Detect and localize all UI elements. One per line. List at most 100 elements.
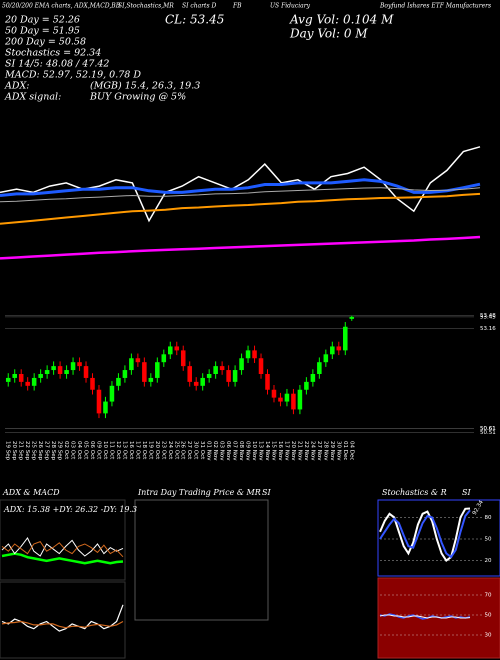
candle-body [90,377,95,390]
x-tick-label: 15 Nov [270,441,276,461]
x-tick-label: 06 Oct [89,441,95,460]
stochastics-frame [377,499,500,577]
x-tick-label: 02 Oct [63,441,69,460]
candle-body [349,316,355,319]
x-tick-label: 27 Nov [316,441,322,461]
candle-body [278,397,283,402]
legend-text: BUY Growing @ 5% [89,92,186,103]
x-tick-label: 14 Nov [264,441,270,461]
adx-frame [0,499,126,581]
legend-text: ADX: [4,81,29,92]
series-line [0,178,481,197]
x-tick-label: 20 Oct [154,441,160,460]
x-tick-label: 13 Oct [121,441,127,460]
x-tick-label: 20 Nov [290,441,296,461]
x-tick-label: 07 Nov [232,441,238,461]
series-line [1,552,124,565]
series-line [0,192,481,225]
panel-title: SI [262,488,271,497]
x-tick-label: 27 Sep [44,441,50,461]
day-volume: Day Vol: 0 M [289,27,368,41]
y-tick-label: 53.16 [480,326,496,332]
candle-body [284,393,290,402]
x-tick-label: 20 Sep [11,441,17,461]
x-tick-label: 01 Dec [342,441,348,460]
avg-volume: Avg Vol: 0.104 M [289,13,394,27]
candle-body [57,366,63,374]
candle-body [336,346,342,351]
candle-body [291,393,296,410]
panel-title: ADX & MACD [2,488,60,497]
candle-body [129,358,134,371]
x-tick-label: 09 Oct [95,441,101,460]
legend-text: 20 Day = 52.26 [4,15,80,26]
series-line [0,235,481,260]
candle-body [174,346,180,351]
candle-body [109,385,115,402]
x-tick-label: 19 Oct [147,441,153,460]
x-tick-label: 26 Sep [37,441,43,461]
legend-text: SI 14/5: 48.08 / 47.42 [5,59,109,70]
candle-body [258,358,264,374]
x-tick-label: 28 Nov [322,441,328,461]
x-tick-label: 08 Nov [238,441,244,461]
x-tick-label: 03 Oct [70,441,76,460]
candle-body [219,366,225,371]
macd-frame [0,581,126,659]
candle-body [83,366,89,378]
candle-body [304,381,309,390]
candle-body [161,354,167,363]
close-label: CL: 53.45 [165,13,224,27]
y-tick-label: 50.51 [480,430,496,436]
x-tick-label: 19 Sep [5,441,11,461]
series-line [1,620,124,629]
y-tick-label: 50.61 [480,426,496,432]
candle-body [77,362,82,367]
header-text: SI charts D [182,3,216,10]
candle-body [51,366,56,371]
series-line [0,187,481,203]
x-tick-label: 27 Oct [186,441,192,460]
candle-body [31,377,37,386]
x-tick-label: 01 Nov [206,441,212,461]
x-tick-label: 10 Nov [251,441,257,461]
candle-body [213,366,218,374]
legend-text: (MGB) 15.4, 26.3, 19.3 [90,81,200,92]
candle-body [5,377,11,382]
header-text: FB [232,3,242,10]
series-line [0,146,481,223]
candle-body [18,374,24,382]
candle-body [343,326,348,351]
x-tick-label: 06 Nov [225,441,231,461]
x-tick-label: 03 Nov [219,441,225,461]
candle-body [44,370,50,374]
x-tick-label: 30 Nov [335,441,341,461]
candle-body [103,401,108,414]
x-tick-label: 05 Oct [83,441,89,460]
x-tick-label: 29 Nov [329,441,335,461]
x-tick-label: 24 Nov [309,441,315,461]
x-tick-label: 24 Oct [167,441,173,460]
panel-subtitle: ADX: 15.38 +DY: 26.32 -DY: 19.3 [3,505,137,514]
candle-body [135,358,141,363]
candle-body [323,354,329,363]
candle-body [271,389,277,398]
candle-body [239,358,244,371]
x-tick-label: 17 Nov [283,441,289,461]
candle-body [96,389,102,414]
x-tick-label: 26 Oct [180,441,186,460]
x-tick-label: 18 Oct [141,441,147,460]
x-tick-label: 25 Oct [173,441,179,460]
x-tick-label: 28 Sep [50,441,56,461]
x-tick-label: 16 Oct [128,441,134,460]
candle-body [142,362,147,382]
x-tick-label: 30 Oct [193,441,199,460]
x-tick-label: 22 Nov [303,441,309,461]
y-tick-label: 50 [485,613,492,619]
panel-title: Stochastics & R [382,488,447,497]
candle-body [122,370,128,378]
candle-body [12,374,17,378]
x-tick-label: 10 Oct [102,441,108,460]
candle-body [64,370,69,374]
